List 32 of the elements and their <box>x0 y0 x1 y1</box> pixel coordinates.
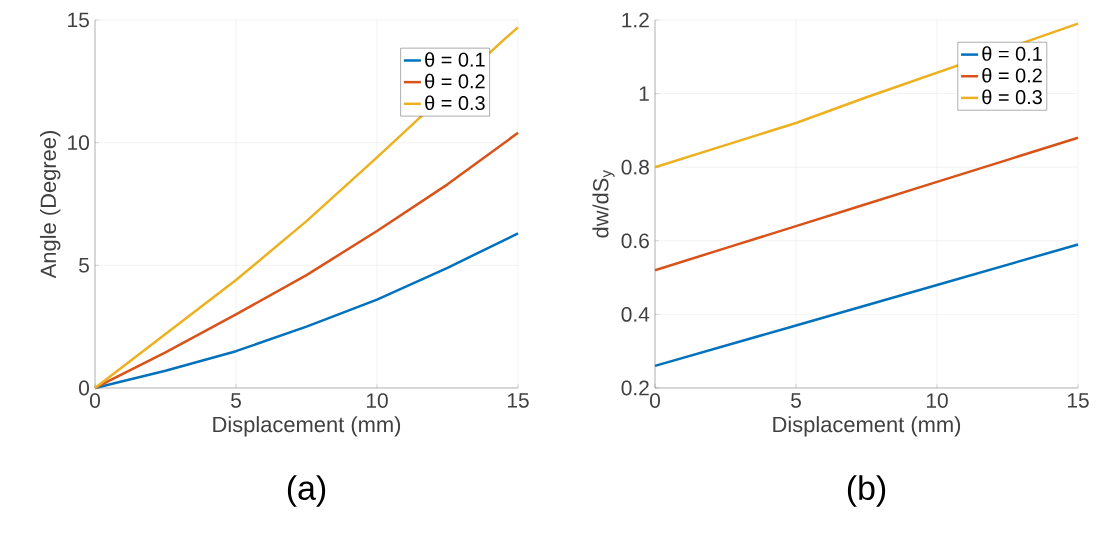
x-tick-label: 15 <box>507 393 529 408</box>
x-tick-label: 0 <box>90 393 100 408</box>
y-axis-title: Angle (Degree) <box>39 131 61 279</box>
y-tick-label: 1 <box>639 86 649 101</box>
legend-label: θ = 0.3 <box>982 89 1042 105</box>
line-series <box>653 243 1080 368</box>
legend-label: θ = 0.3 <box>425 95 485 111</box>
legend-label: θ = 0.2 <box>425 73 485 89</box>
x-tick-label: 10 <box>926 393 948 408</box>
y-tick-label: 0.6 <box>621 233 649 249</box>
text: (b) <box>847 475 886 507</box>
y-tick-label: 0.2 <box>621 380 649 396</box>
x-axis-title: Displacement (mm) <box>773 416 961 437</box>
y-tick-label: 10 <box>68 135 89 151</box>
legend-label: θ = 0.2 <box>982 67 1042 83</box>
y-tick-label: 15 <box>68 12 89 28</box>
x-tick-label: 5 <box>791 393 801 408</box>
y-tick-label: 0 <box>79 380 90 396</box>
legend-label: θ = 0.1 <box>982 46 1042 61</box>
line-series <box>653 136 1080 272</box>
y-axis-title: dw/dS$_{y}$ <box>592 169 615 238</box>
x-tick-label: 15 <box>1067 393 1089 408</box>
y-tick-label: 5 <box>79 258 89 273</box>
x-tick-label: 10 <box>366 393 388 408</box>
y-tick-label: 0.4 <box>621 306 650 322</box>
x-axis-title: Displacement (mm) <box>213 416 401 437</box>
x-tick-label: 0 <box>650 393 661 408</box>
legend-label: θ = 0.1 <box>425 52 485 67</box>
y-tick-label: 0.8 <box>621 159 649 175</box>
text: (a) <box>287 475 326 507</box>
y-tick-label: 1.2 <box>622 12 649 28</box>
x-tick-label: 5 <box>231 393 241 408</box>
